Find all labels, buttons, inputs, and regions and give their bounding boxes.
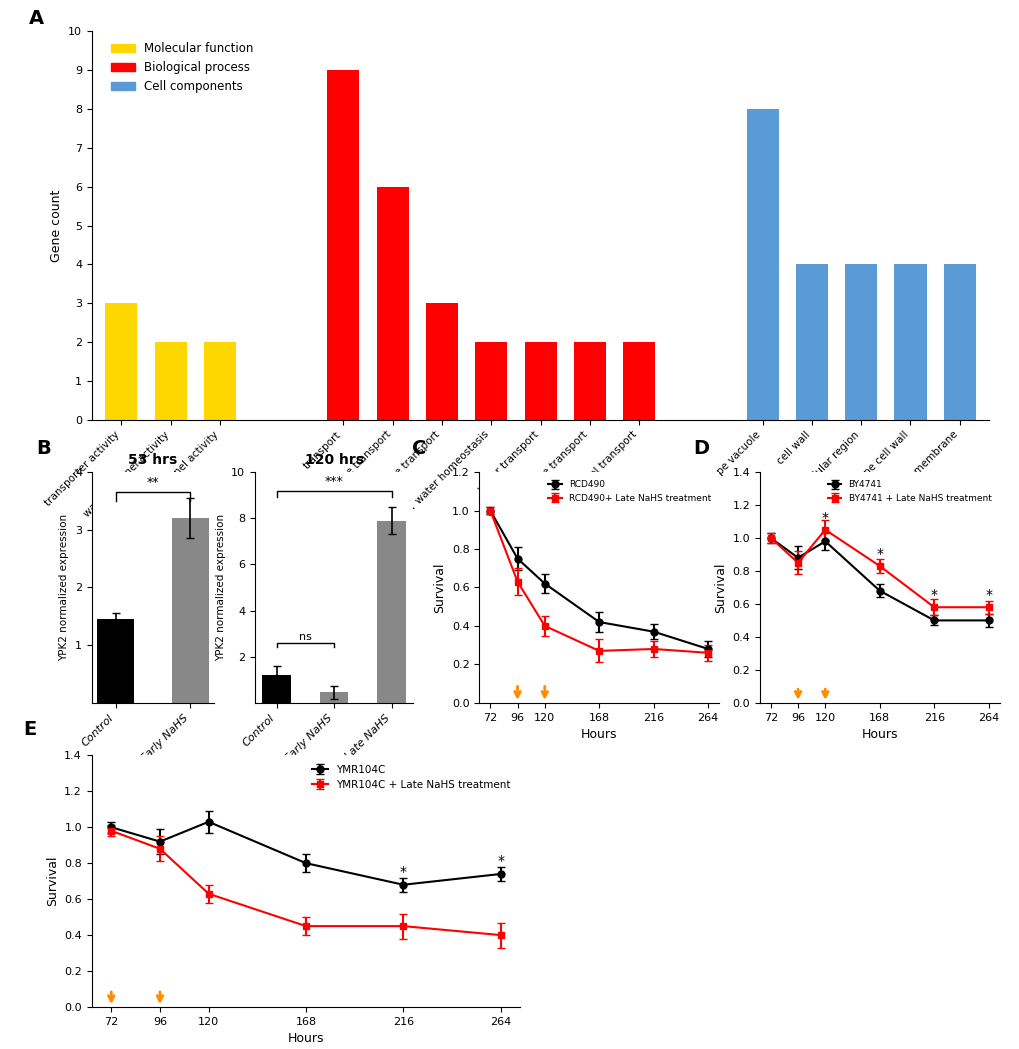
Y-axis label: YPK2 normalized expression: YPK2 normalized expression <box>215 514 225 661</box>
Legend: Molecular function, Biological process, Cell components: Molecular function, Biological process, … <box>107 38 258 98</box>
Text: C: C <box>412 438 426 457</box>
Y-axis label: YPK2 normalized expression: YPK2 normalized expression <box>59 514 69 661</box>
Bar <box>524 342 556 420</box>
Text: *: * <box>984 588 991 602</box>
Text: **: ** <box>147 476 159 489</box>
X-axis label: Hours: Hours <box>287 1032 324 1045</box>
Title: 120 hrs: 120 hrs <box>305 453 363 467</box>
Y-axis label: Gene count: Gene count <box>50 190 62 261</box>
Text: ***: *** <box>324 475 343 488</box>
Legend: YMR104C, YMR104C + Late NaHS treatment: YMR104C, YMR104C + Late NaHS treatment <box>308 761 515 794</box>
Bar <box>262 676 290 703</box>
Y-axis label: Survival: Survival <box>46 856 59 906</box>
Text: B: B <box>37 438 51 457</box>
Y-axis label: Survival: Survival <box>433 562 446 613</box>
Legend: RCD490, RCD490+ Late NaHS treatment: RCD490, RCD490+ Late NaHS treatment <box>544 476 714 507</box>
X-axis label: Hours: Hours <box>581 728 616 741</box>
Text: *: * <box>399 864 407 879</box>
X-axis label: Hours: Hours <box>861 728 897 741</box>
Text: *: * <box>821 511 828 524</box>
Text: *: * <box>875 547 882 561</box>
Legend: BY4741, BY4741 + Late NaHS treatment: BY4741, BY4741 + Late NaHS treatment <box>823 476 995 507</box>
Bar <box>746 109 777 420</box>
Bar <box>204 342 235 420</box>
Bar <box>795 264 827 420</box>
Bar <box>574 342 605 420</box>
Bar <box>377 520 406 703</box>
Text: *: * <box>496 854 503 868</box>
Bar <box>376 187 409 420</box>
Bar <box>319 692 348 703</box>
Text: A: A <box>29 8 44 27</box>
Bar <box>623 342 654 420</box>
Bar <box>97 619 135 703</box>
Text: E: E <box>23 721 37 740</box>
Text: ns: ns <box>299 631 312 642</box>
Bar <box>894 264 925 420</box>
Y-axis label: Survival: Survival <box>713 562 727 613</box>
Text: D: D <box>692 438 708 457</box>
Bar <box>327 70 359 420</box>
Bar <box>943 264 975 420</box>
Bar <box>171 518 209 703</box>
Bar <box>845 264 876 420</box>
Bar <box>155 342 186 420</box>
Title: 53 hrs: 53 hrs <box>128 453 177 467</box>
Bar <box>426 303 458 420</box>
Bar <box>475 342 506 420</box>
Text: *: * <box>929 588 936 602</box>
Bar <box>105 303 138 420</box>
